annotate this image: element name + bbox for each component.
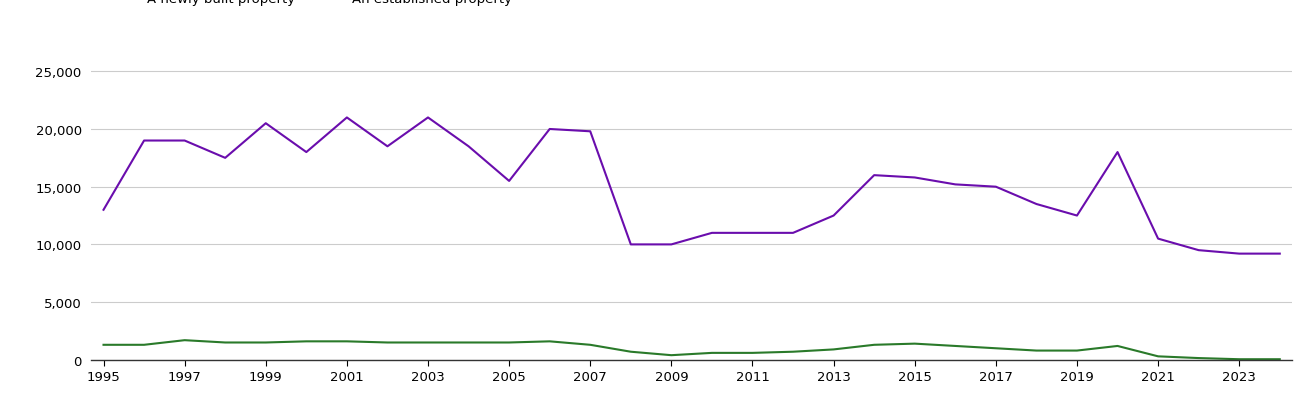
A newly built property xyxy=(826,347,842,352)
An established property xyxy=(1191,248,1207,253)
A newly built property xyxy=(176,338,192,343)
A newly built property xyxy=(1232,357,1248,362)
A newly built property xyxy=(582,342,598,347)
An established property xyxy=(420,116,436,121)
An established property xyxy=(988,185,1004,190)
An established property xyxy=(501,179,517,184)
A newly built property xyxy=(1028,348,1044,353)
An established property xyxy=(1150,236,1165,241)
A newly built property xyxy=(95,342,111,347)
A newly built property xyxy=(339,339,355,344)
A newly built property xyxy=(258,340,274,345)
A newly built property xyxy=(622,349,638,354)
A newly built property xyxy=(705,351,720,355)
An established property xyxy=(867,173,882,178)
A newly built property xyxy=(461,340,476,345)
A newly built property xyxy=(786,349,801,354)
A newly built property xyxy=(1272,357,1288,362)
An established property xyxy=(258,121,274,126)
An established property xyxy=(1272,252,1288,256)
An established property xyxy=(907,175,923,180)
An established property xyxy=(1028,202,1044,207)
An established property xyxy=(176,139,192,144)
A newly built property xyxy=(1109,344,1125,348)
An established property xyxy=(461,144,476,149)
A newly built property xyxy=(1069,348,1084,353)
An established property xyxy=(826,213,842,218)
A newly built property xyxy=(218,340,234,345)
A newly built property xyxy=(501,340,517,345)
A newly built property xyxy=(542,339,557,344)
An established property xyxy=(218,156,234,161)
An established property xyxy=(947,182,963,187)
An established property xyxy=(582,130,598,135)
An established property xyxy=(622,243,638,247)
Line: A newly built property: A newly built property xyxy=(103,340,1280,360)
An established property xyxy=(95,208,111,213)
An established property xyxy=(745,231,761,236)
An established property xyxy=(705,231,720,236)
An established property xyxy=(339,116,355,121)
An established property xyxy=(663,243,679,247)
A newly built property xyxy=(1191,356,1207,361)
A newly built property xyxy=(299,339,315,344)
A newly built property xyxy=(907,342,923,346)
A newly built property xyxy=(947,344,963,348)
Legend: A newly built property, An established property: A newly built property, An established p… xyxy=(98,0,517,11)
A newly built property xyxy=(380,340,395,345)
An established property xyxy=(786,231,801,236)
A newly built property xyxy=(420,340,436,345)
An established property xyxy=(1232,252,1248,256)
An established property xyxy=(1109,150,1125,155)
An established property xyxy=(299,150,315,155)
A newly built property xyxy=(988,346,1004,351)
A newly built property xyxy=(867,342,882,347)
An established property xyxy=(136,139,151,144)
A newly built property xyxy=(663,353,679,358)
Line: An established property: An established property xyxy=(103,118,1280,254)
An established property xyxy=(1069,213,1084,218)
A newly built property xyxy=(136,342,151,347)
A newly built property xyxy=(745,351,761,355)
An established property xyxy=(380,144,395,149)
An established property xyxy=(542,127,557,132)
A newly built property xyxy=(1150,354,1165,359)
